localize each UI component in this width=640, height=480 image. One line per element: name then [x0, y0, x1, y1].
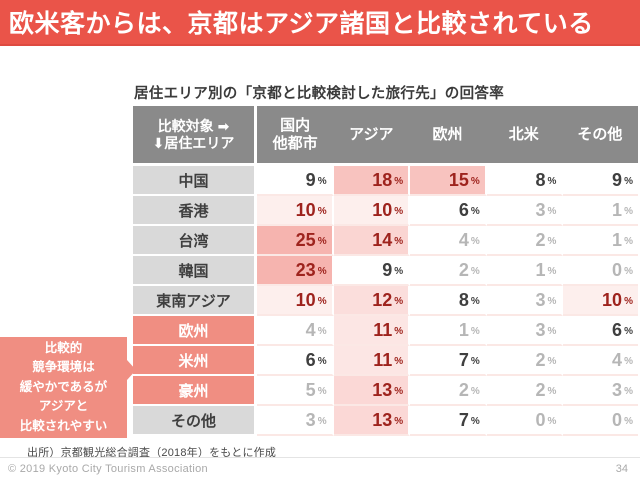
value-cell: 2%: [486, 226, 564, 256]
title-banner: 欧米客からは、京都はアジア諸国と比較されている: [0, 0, 640, 46]
corner-header: 比較対象 ➡ ⬇居住エリア: [133, 106, 257, 163]
value-cell: 10%: [333, 196, 411, 226]
value-cell: 7%: [410, 346, 487, 376]
value-cell: 9%: [563, 166, 638, 196]
value-cell: 2%: [410, 256, 487, 286]
table-row: 台湾 25% 14% 4% 2% 1%: [133, 226, 638, 256]
column-header-2: アジア: [333, 106, 410, 163]
value-cell: 18%: [333, 166, 411, 196]
value-cell: 15%: [410, 166, 487, 196]
value-cell: 4%: [410, 226, 487, 256]
row-label: 台湾: [133, 226, 257, 256]
value-cell: 7%: [410, 406, 487, 436]
column-header-3: 欧州: [409, 106, 486, 163]
value-cell: 6%: [563, 316, 638, 346]
row-label: 香港: [133, 196, 257, 226]
value-cell: 3%: [486, 196, 564, 226]
value-cell: 5%: [257, 376, 334, 406]
source-note: 出所）京都観光総合調査（2018年）をもとに作成: [27, 447, 277, 459]
value-cell: 2%: [486, 376, 564, 406]
value-cell: 2%: [486, 346, 564, 376]
value-cell: 1%: [563, 196, 638, 226]
copyright-text: © 2019 Kyoto City Tourism Association: [8, 463, 208, 475]
table-row: 豪州 5% 13% 2% 2% 3%: [133, 376, 638, 406]
value-cell: 0%: [563, 406, 638, 436]
footer: © 2019 Kyoto City Tourism Association 34: [0, 457, 640, 480]
column-header-5: その他: [561, 106, 639, 163]
row-label: 中国: [133, 166, 257, 196]
column-header-1: 国内 他都市: [257, 106, 334, 163]
value-cell: 10%: [563, 286, 638, 316]
value-cell: 12%: [333, 286, 411, 316]
row-label: 東南アジア: [133, 286, 257, 316]
value-cell: 3%: [257, 406, 334, 436]
slide-title: 欧米客からは、京都はアジア諸国と比較されている: [9, 10, 594, 38]
value-cell: 1%: [410, 316, 487, 346]
table-row: 韓国 23% 9% 2% 1% 0%: [133, 256, 638, 286]
table-row: 中国 9% 18% 15% 8% 9%: [133, 166, 638, 196]
corner-header-top: 比較対象 ➡: [157, 118, 230, 135]
table-row: 欧州 4% 11% 1% 3% 6%: [133, 316, 638, 346]
value-cell: 11%: [333, 316, 411, 346]
row-label: 豪州: [133, 376, 257, 406]
value-cell: 0%: [486, 406, 564, 436]
value-cell: 11%: [333, 346, 411, 376]
value-cell: 25%: [257, 226, 334, 256]
callout-arrow-icon: [127, 360, 136, 380]
row-label: 欧州: [133, 316, 257, 346]
row-label: 米州: [133, 346, 257, 376]
value-cell: 1%: [486, 256, 564, 286]
table-row: 東南アジア 10% 12% 8% 3% 10%: [133, 286, 638, 316]
value-cell: 6%: [410, 196, 487, 226]
value-cell: 9%: [257, 166, 334, 196]
corner-header-bottom: ⬇居住エリア: [152, 134, 235, 151]
value-cell: 8%: [486, 166, 564, 196]
value-cell: 3%: [563, 376, 638, 406]
value-cell: 10%: [257, 196, 334, 226]
table-header-row: 比較対象 ➡ ⬇居住エリア 国内 他都市 アジア 欧州 北米 その他: [133, 106, 639, 163]
table-row: 米州 6% 11% 7% 2% 4%: [133, 346, 638, 376]
value-cell: 9%: [333, 256, 411, 286]
table-row: その他 3% 13% 7% 0% 0%: [133, 406, 638, 436]
table-body: 中国 9% 18% 15% 8% 9% 香港 10% 10% 6% 3% 1% 台湾 25% 14% 4% 2%…: [133, 166, 638, 436]
value-cell: 6%: [257, 346, 334, 376]
row-label: その他: [133, 406, 257, 436]
value-cell: 2%: [410, 376, 487, 406]
row-label: 韓国: [133, 256, 257, 286]
value-cell: 23%: [257, 256, 334, 286]
callout-box: 比較的 競争環境は 緩やかであるが アジアと 比較されやすい: [0, 337, 136, 438]
value-cell: 13%: [333, 406, 411, 436]
table-row: 香港 10% 10% 6% 3% 1%: [133, 196, 638, 226]
value-cell: 4%: [257, 316, 334, 346]
value-cell: 3%: [486, 316, 564, 346]
value-cell: 10%: [257, 286, 334, 316]
comparison-table: 比較対象 ➡ ⬇居住エリア 国内 他都市 アジア 欧州 北米 その他 中国 9% 18% 15…: [133, 106, 639, 436]
callout-text: 比較的 競争環境は 緩やかであるが アジアと 比較されやすい: [19, 341, 108, 433]
value-cell: 14%: [333, 226, 411, 256]
value-cell: 13%: [333, 376, 411, 406]
value-cell: 8%: [410, 286, 487, 316]
table-title: 居住エリア別の「京都と比較検討した旅行先」の回答率: [134, 86, 504, 102]
column-header-4: 北米: [485, 106, 562, 163]
page-number: 34: [615, 463, 628, 475]
value-cell: 3%: [486, 286, 564, 316]
value-cell: 1%: [563, 226, 638, 256]
value-cell: 0%: [563, 256, 638, 286]
value-cell: 4%: [563, 346, 638, 376]
